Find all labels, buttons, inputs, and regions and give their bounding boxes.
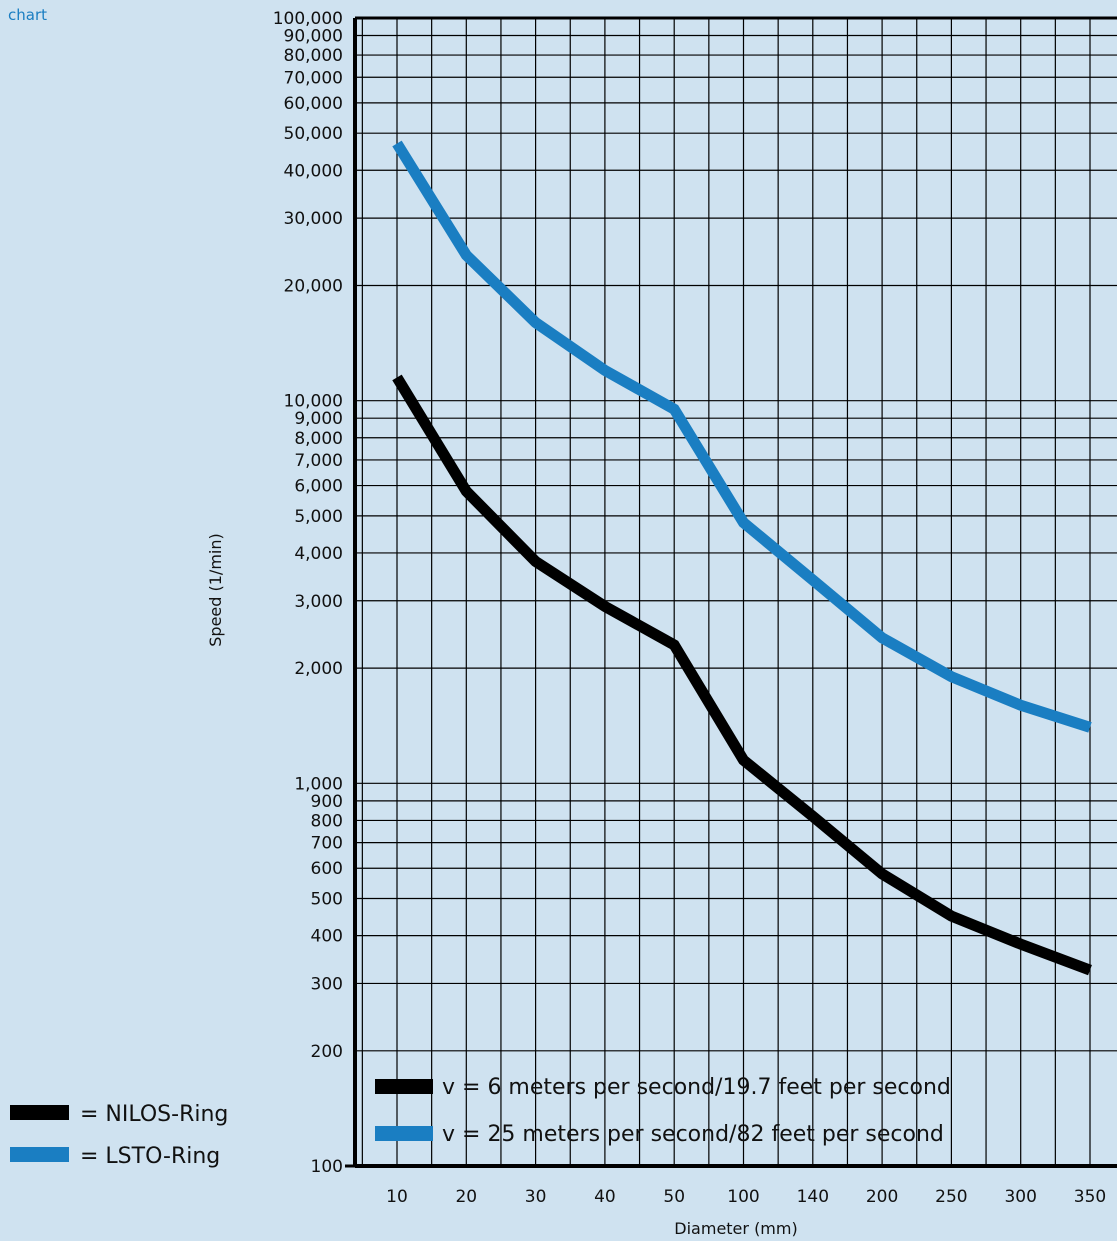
chart-corner-label: chart (8, 6, 47, 24)
y-tick-label: 300 (311, 974, 343, 994)
y-tick-label: 50,000 (284, 124, 343, 144)
y-tick-label: 200 (311, 1042, 343, 1062)
y-tick-label: 90,000 (284, 27, 343, 47)
side-legend-label-lsto: = LSTO-Ring (80, 1144, 220, 1169)
y-tick-label: 7,000 (294, 451, 343, 471)
y-tick-label: 6,000 (294, 477, 343, 497)
x-tick-label: 140 (797, 1187, 829, 1207)
y-tick-label: 600 (311, 859, 343, 879)
y-axis-title: Speed (1/min) (206, 533, 225, 646)
x-tick-label: 350 (1074, 1187, 1106, 1207)
y-tick-label: 8,000 (294, 429, 343, 449)
x-tick-label: 250 (935, 1187, 967, 1207)
side-legend-label-nilos: = NILOS-Ring (80, 1102, 228, 1127)
y-tick-label: 800 (311, 811, 343, 831)
y-tick-label: 900 (311, 792, 343, 812)
y-tick-label: 10,000 (284, 392, 343, 412)
x-tick-label: 100 (727, 1187, 759, 1207)
y-tick-label: 40,000 (284, 161, 343, 181)
y-tick-label: 1,000 (294, 774, 343, 794)
x-axis-title: Diameter (mm) (674, 1219, 797, 1238)
legend-swatch-nilos (375, 1079, 433, 1094)
y-tick-label: 20,000 (284, 276, 343, 296)
series-line-lsto (392, 140, 1092, 733)
y-tick-label: 100 (311, 1157, 343, 1177)
y-tick-label: 100,000 (273, 9, 343, 29)
x-tick-label: 30 (525, 1187, 547, 1207)
x-tick-label: 200 (866, 1187, 898, 1207)
x-tick-label: 20 (455, 1187, 477, 1207)
y-tick-label: 4,000 (294, 544, 343, 564)
y-tick-label: 9,000 (294, 409, 343, 429)
legend-label-lsto: v = 25 meters per second/82 feet per sec… (442, 1122, 944, 1147)
legend-label-nilos: v = 6 meters per second/19.7 feet per se… (442, 1075, 951, 1100)
y-tick-label: 80,000 (284, 46, 343, 66)
x-tick-label: 50 (663, 1187, 685, 1207)
x-tick-label: 300 (1004, 1187, 1036, 1207)
y-tick-label: 700 (311, 834, 343, 854)
x-tick-label: 10 (386, 1187, 408, 1207)
y-tick-label: 70,000 (284, 68, 343, 88)
y-tick-label: 5,000 (294, 507, 343, 527)
side-legend-swatch-nilos (10, 1105, 69, 1120)
x-tick-label: 40 (594, 1187, 616, 1207)
grid-lines (355, 17, 1117, 1167)
y-tick-label: 500 (311, 890, 343, 910)
legend-swatch-lsto (375, 1126, 433, 1141)
y-tick-label: 30,000 (284, 209, 343, 229)
side-legend-swatch-lsto (10, 1147, 69, 1162)
y-tick-label: 2,000 (294, 659, 343, 679)
y-tick-label: 60,000 (284, 94, 343, 114)
series-line-nilos (392, 374, 1092, 976)
y-tick-label: 3,000 (294, 592, 343, 612)
y-tick-label: 400 (311, 927, 343, 947)
